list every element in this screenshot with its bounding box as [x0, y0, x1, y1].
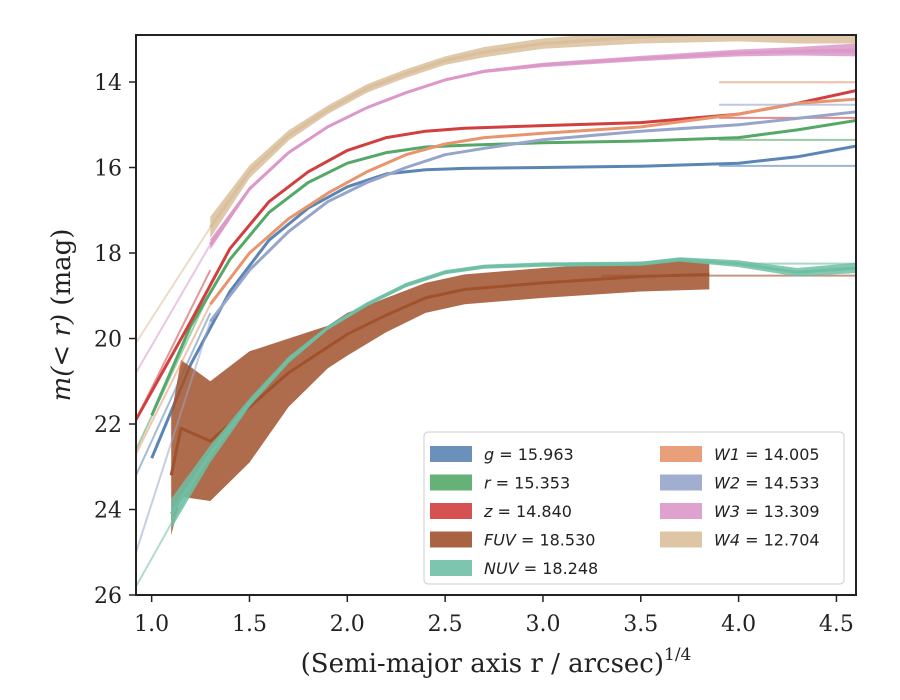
model-line-r: [136, 291, 212, 451]
series-line-w3: [209, 48, 856, 246]
series-line-w4: [209, 35, 725, 229]
y-tick-label: 14: [94, 71, 122, 96]
y-axis-label: m(< r) (mag): [47, 229, 77, 402]
legend-swatch-w1: [660, 446, 702, 462]
model-line-w1: [136, 303, 212, 455]
legend-swatch-g: [430, 446, 472, 462]
legend-box: [423, 431, 845, 585]
legend-label-z: z = 14.840: [483, 502, 572, 521]
series-line-r: [150, 119, 856, 417]
legend-label-w1: W1 = 14.005: [714, 445, 820, 464]
x-tick-label: 1.5: [232, 612, 267, 637]
legend-swatch-r: [430, 474, 472, 491]
y-tick-label: 16: [94, 157, 122, 182]
series-line-g: [150, 144, 856, 459]
legend: g = 15.963 r = 15.353 z = 14.840 FUV = 18.5…: [423, 431, 845, 585]
x-tick-label: 3.5: [623, 612, 658, 637]
y-tick-label: 26: [94, 584, 122, 609]
legend-label-fuv: FUV = 18.530: [484, 531, 595, 550]
x-axis-label: (Semi-major axis r / arcsec)1/4: [301, 645, 692, 679]
series-line-w1: [209, 97, 856, 306]
x-tick-label: 1.0: [134, 612, 169, 637]
y-tick-label: 22: [94, 413, 122, 438]
model-line-g: [136, 312, 212, 476]
x-tick-label: 4.5: [819, 612, 854, 637]
legend-swatch-w4: [660, 531, 702, 548]
y-axis-label-unit: (mag): [47, 229, 77, 314]
model-line-w3: [136, 243, 212, 374]
y-tick-label: 24: [94, 499, 122, 524]
model-line-w4: [136, 226, 212, 344]
legend-label-nuv: NUV = 18.248: [484, 559, 598, 578]
legend-label-w3: W3 = 13.309: [714, 502, 820, 521]
series-line-fuv: [169, 272, 710, 476]
plot-area: [136, 35, 856, 587]
legend-label-w4: W4 = 12.704: [714, 531, 820, 550]
series-layer: [136, 35, 856, 587]
axis-ticks: 1.0 1.5 2.0 2.5 3.0 3.5 4.0 4.5 14 16 18 20 22 24 26: [94, 71, 854, 637]
x-tick-label: 2.0: [330, 612, 365, 637]
legend-swatch-w2: [660, 474, 702, 491]
legend-label-r: r = 15.353: [484, 474, 570, 493]
plot-frame: [135, 34, 857, 596]
legend-label-g: g = 15.963: [484, 445, 574, 464]
legend-swatch-nuv: [430, 560, 472, 576]
legend-swatch-w3: [660, 503, 702, 519]
series-line-w2: [209, 110, 856, 323]
series-line-nuv: [169, 257, 856, 515]
band-fuv: [171, 259, 710, 536]
model-line-w2: [136, 321, 212, 553]
x-axis-label-exponent: 1/4: [664, 645, 691, 665]
y-axis-label-symbol: m(< r): [47, 314, 77, 401]
x-tick-label: 3.0: [525, 612, 560, 637]
legend-swatch-z: [430, 503, 472, 519]
legend-label-w2: W2 = 14.533: [714, 474, 820, 493]
x-tick-label: 4.0: [721, 612, 756, 637]
x-tick-label: 2.5: [428, 612, 463, 637]
legend-swatch-fuv: [430, 531, 472, 548]
y-tick-label: 20: [94, 328, 122, 353]
y-tick-label: 18: [94, 242, 122, 267]
